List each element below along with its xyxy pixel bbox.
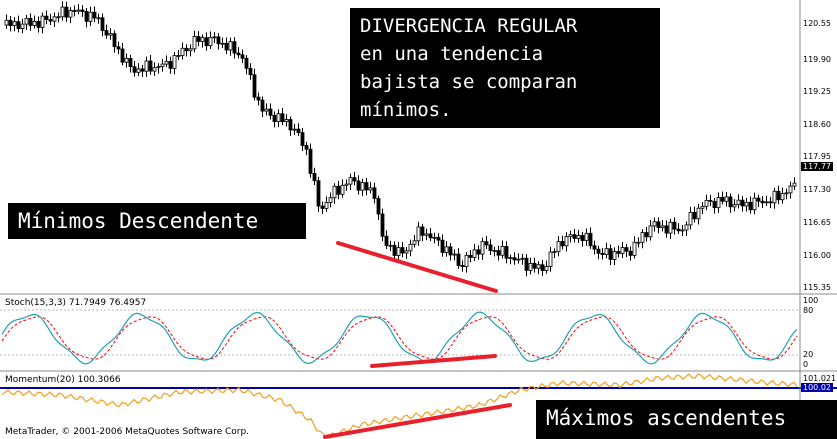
candles: [4, 1, 797, 277]
momentum-label: Momentum(20) 100.3066: [5, 375, 121, 385]
stoch-level: 20: [803, 350, 814, 359]
momentum-tick: 101.021: [803, 374, 837, 383]
lower-lows-label: Mínimos Descendente: [8, 203, 306, 239]
divergence-line-momentum: [323, 403, 512, 439]
stochastic-pane: [0, 309, 800, 365]
price-tick: 117.30: [803, 185, 831, 194]
price-tick: 116.65: [803, 218, 831, 227]
price-tick: 116.00: [803, 251, 831, 260]
stoch-level: 80: [803, 306, 814, 315]
stoch-main-line: [1, 311, 798, 365]
divergence-line-price: [336, 241, 498, 293]
price-tick: 119.90: [803, 55, 831, 64]
current-price-badge: 117.77: [801, 162, 833, 171]
stoch-level: 100: [803, 296, 819, 305]
price-tick: 118.60: [803, 120, 831, 129]
stochastic-label: Stoch(15,3,3) 71.7949 76.4957: [5, 298, 147, 308]
stoch-level: 0: [803, 360, 809, 369]
price-tick: 115.35: [803, 283, 831, 292]
price-tick: 119.25: [803, 87, 831, 96]
copyright-footer: MetaTrader, © 2001-2006 MetaQuotes Softw…: [5, 427, 250, 437]
divergence-line-stoch: [370, 354, 497, 368]
divergence-note: DIVERGENCIA REGULAR en una tendencia baj…: [350, 8, 660, 128]
higher-highs-label: Máximos ascendentes: [536, 400, 837, 439]
momentum-pane: [0, 373, 837, 439]
price-tick: 117.95: [803, 152, 831, 161]
momentum-value-badge: 100.02: [801, 383, 833, 392]
stoch-signal-line: [1, 316, 798, 360]
price-tick: 120.55: [803, 19, 831, 28]
momentum-line: [1, 373, 798, 439]
